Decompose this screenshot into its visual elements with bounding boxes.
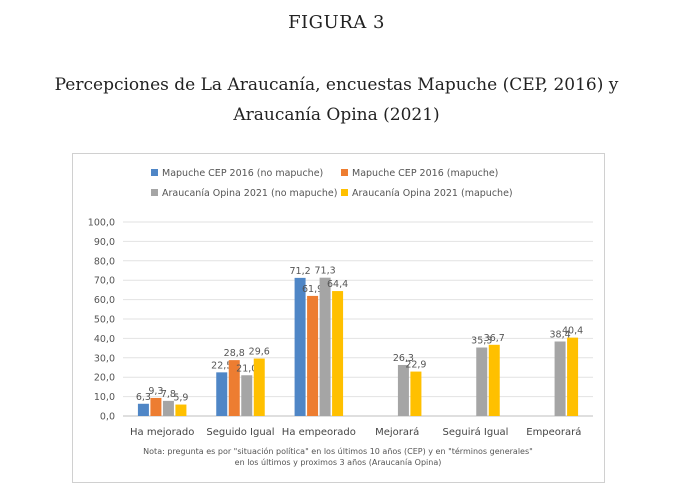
y-tick-label-40: 40,0 <box>94 334 115 345</box>
x-tick-label-2: Seguido Igual <box>206 427 274 438</box>
data-label-4-4: 22,9 <box>405 360 426 371</box>
y-tick-label-30: 30,0 <box>94 353 115 364</box>
bar-3-5 <box>476 347 488 416</box>
legend-label-3: Araucanía Opina 2021 (no mapuche) <box>162 188 337 199</box>
bar-1-2 <box>216 372 228 416</box>
data-label-3-5: 35,3 <box>471 336 492 347</box>
bar-chart: Mapuche CEP 2016 (no mapuche) Mapuche CEP… <box>88 168 593 467</box>
legend-label-2: Mapuche CEP 2016 (mapuche) <box>352 168 498 179</box>
bar-3-3 <box>319 277 331 416</box>
bar-1-3 <box>294 277 306 416</box>
data-label-4-2: 29,6 <box>249 347 270 358</box>
chart-note-line-1: Nota: pregunta es por "situación polític… <box>143 446 533 456</box>
y-tick-label-70: 70,0 <box>94 276 115 287</box>
bar-2-3 <box>307 295 319 416</box>
x-tick-label-6: Empeorará <box>526 426 581 438</box>
data-label-3-6: 38,4 <box>550 330 571 341</box>
bar-4-1 <box>175 404 187 416</box>
y-tick-label-0: 0,0 <box>100 412 115 423</box>
y-tick-label-50: 50,0 <box>94 315 115 326</box>
data-label-3-4: 26,3 <box>393 353 414 364</box>
y-tick-label-20: 20,0 <box>94 373 115 384</box>
x-tick-label-4: Mejorará <box>375 426 419 438</box>
data-label-2-3: 61,9 <box>302 284 323 295</box>
chart-note-line-2: en los últimos y proximos 3 años (Arauca… <box>235 458 442 467</box>
bar-4-3 <box>332 291 344 416</box>
y-tick-label-80: 80,0 <box>94 256 115 267</box>
data-label-3-3: 71,3 <box>315 266 336 277</box>
bar-3-4 <box>397 364 409 416</box>
data-label-2-2: 28,8 <box>224 348 245 359</box>
x-tick-label-3: Ha empeorado <box>282 427 356 438</box>
data-label-4-1: 5,9 <box>173 393 188 404</box>
legend-label-1: Mapuche CEP 2016 (no mapuche) <box>162 168 323 179</box>
data-label-4-5: 36,7 <box>484 333 505 344</box>
data-label-3-2: 21,0 <box>236 363 257 374</box>
bar-1-1 <box>137 403 149 416</box>
bar-3-6 <box>554 341 566 416</box>
x-tick-label-1: Ha mejorado <box>130 427 194 438</box>
chart-frame: Mapuche CEP 2016 (no mapuche) Mapuche CEP… <box>72 153 605 483</box>
y-tick-label-100: 100,0 <box>88 218 115 229</box>
figure-label: FIGURA 3 <box>288 12 385 33</box>
x-tick-label-5: Seguirá Igual <box>443 426 509 438</box>
legend-swatch-3 <box>151 189 158 196</box>
data-label-1-1: 6,3 <box>136 392 151 403</box>
data-label-2-1: 9,3 <box>148 386 163 397</box>
bar-2-1 <box>150 397 162 416</box>
data-label-4-6: 40,4 <box>562 326 583 337</box>
legend-swatch-2 <box>341 169 348 176</box>
bar-3-2 <box>241 375 253 416</box>
data-label-4-3: 64,4 <box>327 279 348 290</box>
data-label-1-3: 71,2 <box>290 266 311 277</box>
legend-label-4: Araucanía Opina 2021 (mapuche) <box>352 188 513 199</box>
bar-4-6 <box>567 337 579 416</box>
y-tick-label-10: 10,0 <box>94 392 115 403</box>
bar-4-2 <box>253 358 265 416</box>
figure-title: Percepciones de La Araucanía, encuestas … <box>54 75 619 125</box>
bar-2-2 <box>228 360 240 416</box>
bar-3-1 <box>162 400 174 416</box>
y-tick-label-90: 90,0 <box>94 237 115 248</box>
bar-4-5 <box>488 344 500 416</box>
data-label-3-1: 7,8 <box>161 389 176 400</box>
legend-swatch-1 <box>151 169 158 176</box>
y-tick-label-60: 60,0 <box>94 295 115 306</box>
bar-4-4 <box>410 371 422 416</box>
legend-swatch-4 <box>341 189 348 196</box>
data-label-1-2: 22,5 <box>211 360 232 371</box>
